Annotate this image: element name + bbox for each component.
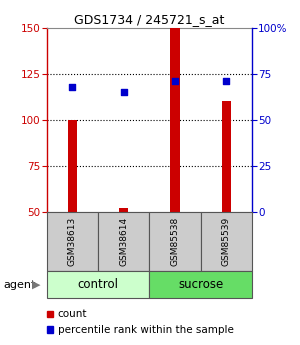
- Bar: [149, 271, 252, 298]
- Bar: [170, 28, 180, 212]
- Text: ▶: ▶: [32, 280, 40, 289]
- Point: [121, 89, 126, 95]
- Bar: [98, 212, 149, 271]
- Text: GSM38614: GSM38614: [119, 217, 128, 266]
- Text: agent: agent: [3, 280, 35, 289]
- Bar: [222, 101, 231, 212]
- Bar: [46, 271, 149, 298]
- Bar: [68, 120, 77, 212]
- Bar: [149, 212, 201, 271]
- Bar: [201, 212, 252, 271]
- Text: percentile rank within the sample: percentile rank within the sample: [58, 325, 233, 335]
- Point: [224, 78, 229, 84]
- Text: GSM85538: GSM85538: [170, 217, 179, 266]
- Point: [70, 84, 75, 89]
- Text: GSM38613: GSM38613: [68, 217, 77, 266]
- Text: sucrose: sucrose: [178, 278, 223, 291]
- Text: count: count: [58, 309, 87, 319]
- Text: control: control: [77, 278, 118, 291]
- Title: GDS1734 / 245721_s_at: GDS1734 / 245721_s_at: [74, 13, 224, 27]
- Bar: [119, 208, 128, 212]
- Point: [172, 78, 177, 84]
- Text: GSM85539: GSM85539: [222, 217, 231, 266]
- Bar: [46, 212, 98, 271]
